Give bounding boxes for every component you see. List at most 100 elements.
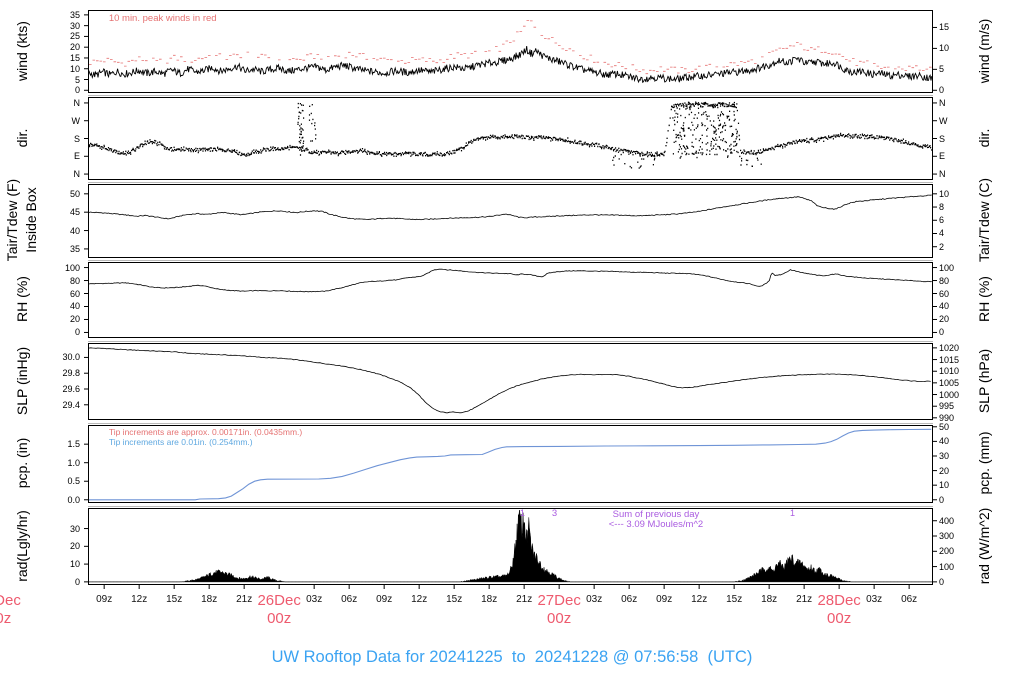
slp-right-tick-label: 995 — [939, 401, 955, 412]
rad-chart — [84, 509, 937, 589]
rh-right-tick-label: 60 — [939, 288, 950, 299]
rh-right-tick-label: 100 — [939, 262, 955, 273]
temp-right-tick-label: 8 — [939, 202, 945, 213]
date-label: 27Dec — [537, 592, 581, 609]
wind-left-tick-label: 20 — [69, 42, 80, 53]
rh-right-tick-label: 0 — [939, 327, 945, 338]
slp-left-tick-label: 30.0 — [62, 352, 80, 363]
x-tick-label: 12z — [411, 594, 428, 605]
rad-right-tick-label: 200 — [939, 546, 955, 557]
plot-title: UW Rooftop Data for 20241225 to 20241228… — [271, 648, 753, 666]
wind-chart — [84, 14, 937, 91]
x-tick-label: 15z — [446, 594, 463, 605]
date-label: 25Dec — [0, 592, 21, 609]
rh-left-tick-label: 0 — [74, 327, 80, 338]
rad-annotation: Sum of previous day — [612, 509, 700, 520]
rh-left-tick-label: 40 — [69, 301, 80, 312]
temp-left-tick-label: 50 — [69, 188, 80, 199]
rad-right-tick-label: 400 — [939, 515, 955, 526]
temp-left-tick-label: 45 — [69, 207, 80, 218]
x-tick-label: 03z — [866, 594, 883, 605]
rh-right-tick-label: 40 — [939, 301, 950, 312]
rad-right-tick-label: 100 — [939, 561, 955, 572]
slp-right-tick-label: 990 — [939, 412, 955, 423]
series-tair — [88, 194, 932, 221]
rh-left-tick-label: 20 — [69, 314, 80, 325]
dir-right-tick-label: N — [939, 169, 946, 180]
temp-right-tick-label: 4 — [939, 228, 945, 239]
slp-left-tick-label: 29.8 — [62, 368, 80, 379]
date-label: 28Dec — [817, 592, 861, 609]
x-tick-label: 18z — [761, 594, 778, 605]
x-tick-label: 18z — [481, 594, 498, 605]
pcp-right-tick-label: 40 — [939, 436, 950, 447]
date-label: 26Dec — [257, 592, 301, 609]
wind-left-tick-label: 5 — [74, 74, 80, 85]
series-sea-level-pressure — [88, 347, 931, 414]
dir-right-tick-label: W — [939, 115, 948, 126]
x-tick-label: 09z — [96, 594, 113, 605]
slp-right-tick-label: 1005 — [939, 377, 960, 388]
x-tick-label: 06z — [341, 594, 358, 605]
rad-right-tick-label: 300 — [939, 531, 955, 541]
rad-annotation: <--- 3.09 MJoules/m^2 — [608, 519, 704, 530]
x-tick-label: 03z — [586, 594, 603, 605]
dir-left-tick-label: N — [73, 169, 81, 180]
wind-right-tick-label: 15 — [939, 22, 950, 33]
rh-left-tick-label: 80 — [69, 275, 80, 286]
x-tick-label: 12z — [691, 594, 708, 605]
wind-left-tick-label: 0 — [74, 85, 80, 96]
temp-right-tick-label: 6 — [939, 215, 945, 226]
rad-left-tick-label: 10 — [69, 559, 80, 570]
wind-left-tick-label: 30 — [69, 20, 80, 31]
pcp-annotation: Tip increments are 0.01in. (0.254mm.) — [108, 436, 253, 447]
panel-separator — [88, 505, 933, 507]
temp-left-tick-label: 40 — [69, 225, 80, 236]
rh-left-tick-label: 60 — [69, 288, 80, 299]
rh-right-tick-label: 80 — [939, 275, 950, 286]
wind-right-tick-label: 5 — [939, 64, 945, 75]
x-tick-label: 12z — [131, 594, 148, 605]
x-tick-label: 09z — [656, 594, 673, 605]
panel-rad — [84, 508, 937, 589]
rad-annotation: 1 — [789, 508, 795, 518]
temp-chart — [84, 193, 937, 250]
rad-left-tick-label: 20 — [69, 541, 80, 552]
pcp-left-tick-label: 0.5 — [67, 476, 80, 487]
rh-left-tick-label: 100 — [64, 262, 80, 273]
pcp-left-tick-label: 0.0 — [67, 494, 80, 505]
pcp-chart — [84, 426, 937, 501]
panel-separator — [88, 340, 933, 342]
pcp-right-tick-label: 30 — [939, 450, 950, 461]
panel-pcp — [84, 425, 937, 503]
panel-separator — [88, 260, 933, 261]
dir-left-tick-label: E — [73, 151, 80, 162]
series-wind-peak-10min — [89, 20, 932, 75]
temp-right-tick-label: 2 — [939, 241, 945, 252]
slp-chart — [84, 347, 937, 419]
panel-separator — [88, 95, 933, 96]
pcp-left-tick-label: 1.5 — [67, 439, 80, 450]
dir-left-tick-label: N — [73, 97, 81, 108]
rh-chart — [84, 267, 937, 333]
x-tick-label: 15z — [726, 594, 743, 605]
dir-right-tick-label: E — [939, 151, 946, 162]
slp-right-tick-label: 1000 — [939, 389, 960, 400]
slp-left-tick-label: 29.4 — [62, 399, 80, 410]
x-tick-label: 06z — [621, 594, 638, 605]
x-tick-label: 06z — [901, 594, 918, 605]
x-tick-label: 18z — [201, 594, 218, 605]
pcp-right-tick-label: 50 — [939, 421, 950, 432]
dir-chart — [84, 101, 937, 175]
panel-slp — [84, 343, 937, 420]
pcp-right-tick-label: 10 — [939, 480, 950, 491]
x-tick-label: 03z — [306, 594, 323, 605]
date-hour-label: 00z — [547, 610, 572, 627]
x-tick-label: 21z — [796, 594, 813, 605]
dir-left-tick-label: W — [71, 115, 81, 126]
series-wind-mean — [88, 46, 933, 84]
slp-left-tick-label: 29.6 — [62, 384, 80, 394]
panel-dir — [84, 97, 937, 180]
dir-left-tick-label: S — [73, 133, 80, 144]
temp-left-tick-label: 35 — [69, 243, 80, 254]
